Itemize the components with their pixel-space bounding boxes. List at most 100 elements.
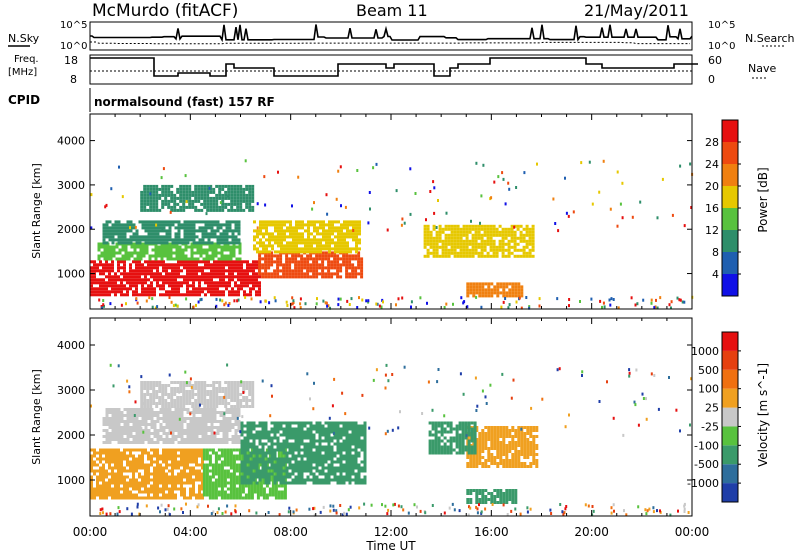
heatmap-cell (273, 454, 277, 458)
heatmap-cell (201, 275, 204, 279)
heatmap-cell (306, 257, 310, 261)
heatmap-cell (280, 247, 283, 251)
heatmap-cell (164, 199, 168, 203)
heatmap-cell (207, 238, 211, 242)
heatmap-cell (222, 238, 226, 242)
heatmap-cell (146, 184, 150, 188)
heatmap-cell (158, 196, 162, 200)
heatmap-cell (150, 229, 154, 233)
heatmap-cell (153, 490, 156, 494)
heatmap-cell (150, 287, 153, 291)
heatmap-cell (297, 451, 301, 455)
heatmap-cell (102, 272, 105, 276)
heatmap-cell (313, 247, 316, 251)
heatmap-cell (210, 429, 214, 432)
heatmap-cell (525, 233, 529, 237)
heatmap-cell (204, 278, 207, 282)
heatmap-cell (531, 230, 535, 234)
heatmap-cell (198, 269, 201, 273)
heatmap-cell (235, 487, 239, 491)
heatmap-cell (279, 457, 283, 461)
heatmap-cell (96, 263, 99, 267)
heatmap-cell (324, 457, 328, 461)
speckle-cell (572, 210, 575, 214)
speckle-cell (479, 221, 481, 225)
heatmap-cell (237, 275, 240, 279)
heatmap-cell (133, 242, 137, 246)
heatmap-cell (264, 260, 268, 264)
heatmap-cell (240, 433, 244, 437)
heatmap-cell (357, 442, 361, 446)
heatmap-cell (321, 257, 325, 261)
heatmap-cell (165, 420, 169, 423)
heatmap-cell (243, 442, 247, 446)
heatmap-cell (168, 272, 171, 276)
heatmap-cell (195, 457, 198, 461)
heatmap-cell (496, 294, 500, 298)
speckle-cell (568, 298, 571, 301)
heatmap-cell (168, 408, 172, 411)
heatmap-cell (216, 293, 219, 297)
heatmap-cell (108, 484, 111, 488)
heatmap-cell (114, 284, 117, 288)
heatmap-cell (120, 278, 123, 282)
heatmap-cell (93, 263, 96, 267)
heatmap-cell (474, 242, 478, 246)
heatmap-cell (354, 421, 358, 425)
heatmap-cell (168, 463, 171, 467)
heatmap-cell (315, 460, 319, 464)
heatmap-cell (96, 281, 99, 285)
heatmap-cell (429, 230, 433, 234)
heatmap-cell (316, 241, 319, 245)
heatmap-cell (220, 490, 224, 494)
heatmap-cell (283, 487, 287, 491)
heatmap-cell (360, 266, 364, 270)
heatmap-cell (304, 247, 307, 251)
heatmap-cell (304, 244, 307, 248)
heatmap-cell (129, 266, 132, 270)
heatmap-cell (438, 236, 442, 240)
heatmap-cell (258, 275, 261, 279)
heatmap-cell (170, 199, 174, 203)
heatmap-cell (429, 242, 433, 246)
heatmap-cell (312, 478, 316, 482)
heatmap-cell (456, 242, 460, 246)
heatmap-cell (220, 451, 224, 455)
heatmap-cell (135, 460, 138, 464)
heatmap-cell (483, 227, 487, 231)
heatmap-cell (233, 184, 237, 188)
heatmap-cell (180, 487, 183, 491)
heatmap-cell (154, 245, 158, 249)
speckle-cell (616, 170, 619, 174)
heatmap-cell (225, 229, 229, 233)
heatmap-cell (138, 266, 141, 270)
heatmap-cell (514, 291, 518, 295)
heatmap-cell (144, 484, 147, 488)
heatmap-cell (156, 420, 160, 423)
heatmap-cell (486, 239, 490, 243)
heatmap-cell (208, 248, 212, 252)
heatmap-cell (144, 481, 147, 485)
heatmap-cell (247, 463, 251, 467)
heatmap-cell (160, 257, 164, 261)
heatmap-cell (209, 199, 213, 203)
speckle-cell (515, 186, 518, 189)
heatmap-cell (108, 478, 111, 482)
heatmap-cell (511, 294, 515, 298)
heatmap-cell (192, 484, 195, 488)
heatmap-cell (475, 441, 479, 444)
speckle-cell (621, 181, 624, 185)
heatmap-cell (150, 223, 154, 227)
heatmap-cell (354, 275, 358, 279)
heatmap-cell (336, 257, 340, 261)
speckle-cell (337, 297, 340, 301)
heatmap-cell (300, 424, 304, 428)
heatmap-cell (516, 248, 520, 252)
heatmap-cell (114, 411, 118, 414)
heatmap-cell (288, 475, 292, 479)
heatmap-cell (252, 436, 256, 440)
heatmap-cell (478, 285, 482, 289)
heatmap-cell (221, 202, 225, 206)
heatmap-cell (273, 275, 277, 279)
heatmap-cell (474, 245, 478, 249)
